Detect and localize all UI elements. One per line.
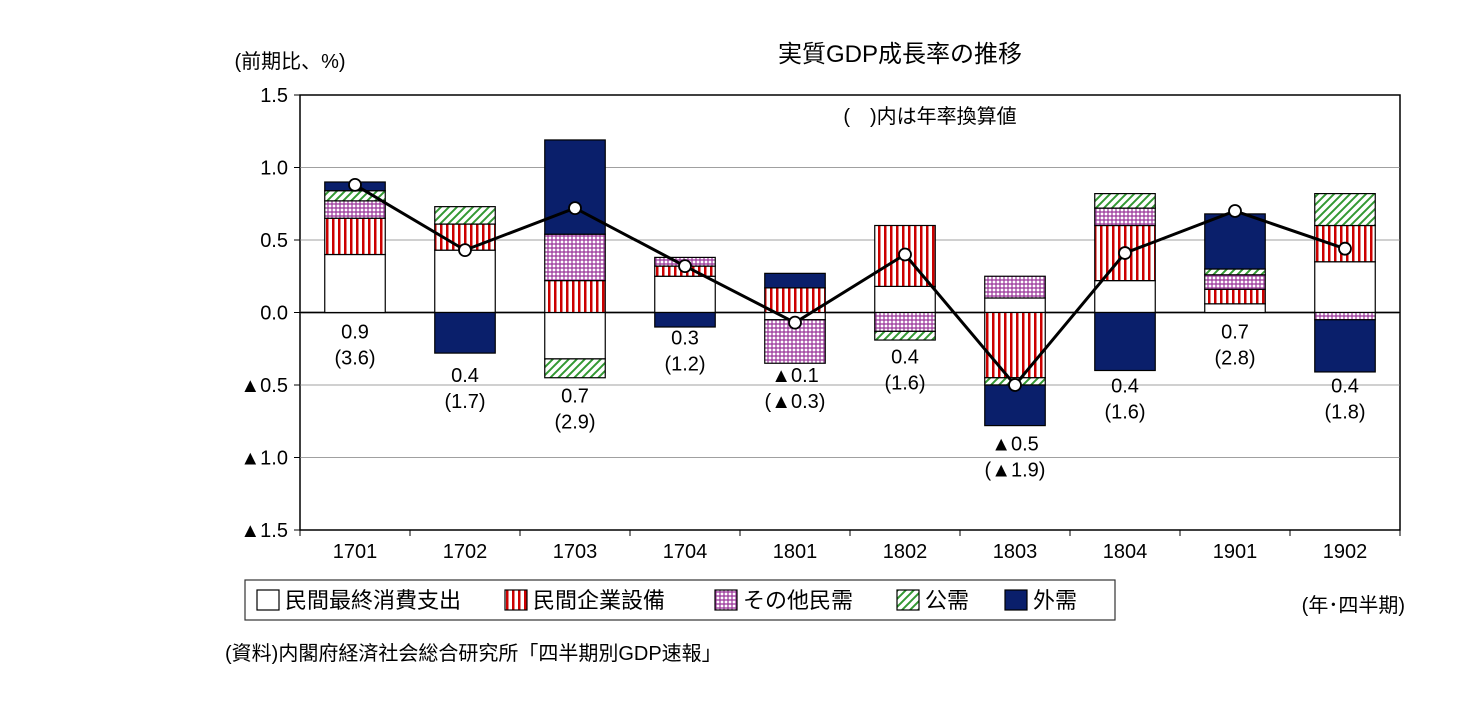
bar-segment <box>765 273 826 288</box>
x-tick-label: 1801 <box>773 541 818 563</box>
bar-segment <box>875 331 936 340</box>
line-marker <box>1119 247 1131 259</box>
value-label-annual: (▲0.3) <box>765 391 826 413</box>
line-marker <box>899 249 911 261</box>
bar-segment <box>325 255 386 313</box>
x-tick-label: 1802 <box>883 541 928 563</box>
bar-segment <box>545 313 606 359</box>
value-label-annual: (1.6) <box>1104 401 1145 423</box>
legend-label: 民間企業設備 <box>533 588 665 613</box>
bar-segment <box>1315 262 1376 313</box>
line-marker <box>1339 243 1351 255</box>
value-label-annual: (1.8) <box>1324 401 1365 423</box>
legend-swatch <box>715 590 737 610</box>
value-label: ▲0.5 <box>991 433 1039 455</box>
legend-label: 公需 <box>925 588 969 613</box>
line-series <box>355 185 1345 385</box>
bar-segment <box>1315 313 1376 320</box>
value-label: 0.7 <box>561 385 589 407</box>
value-label: 0.4 <box>451 365 479 387</box>
bar-segment <box>1205 214 1266 269</box>
y-tick-label: 0.0 <box>260 303 288 325</box>
legend-label: 外需 <box>1033 588 1077 613</box>
chart-subtitle: ( )内は年率換算値 <box>843 105 1016 128</box>
value-label: ▲0.1 <box>771 365 819 387</box>
value-label: 0.9 <box>341 322 369 344</box>
line-marker <box>679 260 691 272</box>
x-tick-label: 1701 <box>333 541 378 563</box>
y-tick-label: 0.5 <box>260 230 288 252</box>
x-axis-label: (年･四半期) <box>1302 594 1405 617</box>
line-marker <box>459 244 471 256</box>
value-label: 0.4 <box>891 346 919 368</box>
bar-segment <box>1205 304 1266 313</box>
legend-swatch <box>505 590 527 610</box>
bar-segment <box>325 218 386 254</box>
x-tick-label: 1803 <box>993 541 1038 563</box>
bar-segment <box>1095 194 1156 209</box>
bar-segment <box>1205 269 1266 275</box>
value-label: 0.3 <box>671 327 699 349</box>
x-tick-label: 1804 <box>1103 541 1148 563</box>
line-marker <box>349 179 361 191</box>
bar-segment <box>545 281 606 313</box>
bar-segment <box>985 313 1046 378</box>
bar-segment <box>1315 320 1376 372</box>
bar-segment <box>1205 289 1266 304</box>
bar-segment <box>435 207 496 224</box>
bar-segment <box>985 298 1046 313</box>
legend-swatch <box>897 590 919 610</box>
bar-segment <box>325 201 386 218</box>
x-tick-label: 1702 <box>443 541 488 563</box>
line-marker <box>1009 379 1021 391</box>
value-label: 0.4 <box>1111 375 1139 397</box>
legend-swatch <box>257 590 279 610</box>
y-tick-label: ▲1.0 <box>240 448 288 470</box>
y-tick-label: 1.0 <box>260 158 288 180</box>
bar-segment <box>655 276 716 312</box>
bar-segment <box>545 359 606 378</box>
bar-segment <box>875 313 936 332</box>
legend-swatch <box>1005 590 1027 610</box>
bar-segment <box>1205 275 1266 290</box>
bar-segment <box>435 313 496 354</box>
value-label-annual: (2.9) <box>554 412 595 434</box>
line-marker <box>569 202 581 214</box>
value-label-annual: (1.6) <box>884 372 925 394</box>
bar-segment <box>435 250 496 312</box>
y-tick-label: ▲1.5 <box>240 520 288 542</box>
value-label-annual: (▲1.9) <box>985 459 1046 481</box>
value-label: 0.4 <box>1331 375 1359 397</box>
bar-segment <box>655 313 716 328</box>
chart-title: 実質GDP成長率の推移 <box>778 41 1022 68</box>
bar-segment <box>1095 313 1156 371</box>
bar-segment <box>875 286 936 312</box>
bar-segment <box>985 276 1046 298</box>
bar-segment <box>545 234 606 280</box>
y-tick-label: ▲0.5 <box>240 375 288 397</box>
bar-segment <box>1315 194 1376 226</box>
legend-label: その他民需 <box>743 588 853 613</box>
y-axis-label: (前期比、%) <box>234 50 345 73</box>
gdp-growth-chart: 実質GDP成長率の推移 (前期比、%) ( )内は年率換算値 1.5 1.0 0.5 0.0… <box>20 20 1444 697</box>
value-label: 0.7 <box>1221 322 1249 344</box>
value-label-annual: (1.7) <box>444 391 485 413</box>
line-marker <box>789 317 801 329</box>
x-tick-label: 1901 <box>1213 541 1258 563</box>
chart-source: (資料)内閣府経済社会総合研究所「四半期別GDP速報」 <box>225 642 722 665</box>
x-tick-label: 1704 <box>663 541 708 563</box>
x-tick-label: 1902 <box>1323 541 1368 563</box>
legend-label: 民間最終消費支出 <box>285 588 461 613</box>
value-label-annual: (3.6) <box>334 348 375 370</box>
bar-segment <box>1095 208 1156 225</box>
value-label-annual: (1.2) <box>664 354 705 376</box>
bar-segment <box>1095 281 1156 313</box>
x-tick-label: 1703 <box>553 541 598 563</box>
value-label-annual: (2.8) <box>1214 348 1255 370</box>
line-marker <box>1229 205 1241 217</box>
y-tick-label: 1.5 <box>260 85 288 107</box>
